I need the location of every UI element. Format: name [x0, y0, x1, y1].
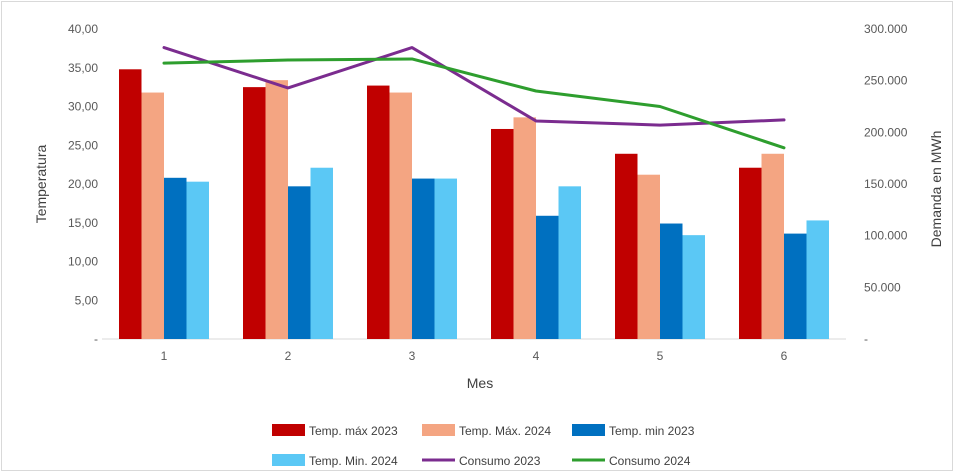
x-tick-label: 2 — [285, 349, 292, 363]
lines-layer — [162, 46, 786, 150]
bar — [310, 167, 333, 339]
y2-tick-label: 200.000 — [864, 125, 908, 139]
legend-swatch — [422, 424, 455, 436]
bar — [243, 87, 266, 339]
legend: Temp. máx 2023 Temp. Máx. 2024 Temp. min 2… — [272, 424, 695, 468]
y-tick-label: 40,00 — [68, 22, 98, 36]
x-tick-label: 6 — [781, 349, 788, 363]
y-axis-title: Temperatura — [33, 144, 49, 223]
y-tick-label: 5,00 — [75, 293, 99, 307]
y2-tick-label: 250.000 — [864, 74, 908, 88]
y-tick-label: - — [94, 332, 98, 346]
y-tick-label: 20,00 — [68, 177, 98, 191]
series-line — [162, 57, 786, 150]
bar — [615, 153, 638, 339]
legend-label: Temp. Min. 2024 — [309, 454, 398, 468]
legend-label: Consumo 2024 — [609, 454, 691, 468]
axes-layer: - 5,00 10,00 15,00 20,00 25,00 30,00 35,00 40,00… — [33, 22, 944, 391]
legend-label: Consumo 2023 — [459, 454, 541, 468]
legend-swatch — [272, 454, 305, 466]
y-tick-label: 35,00 — [68, 61, 98, 75]
bar — [186, 181, 209, 339]
bar — [682, 235, 705, 339]
bar — [141, 92, 164, 339]
bar — [491, 128, 514, 339]
bar — [288, 186, 311, 339]
y2-axis-title: Demanda en MWh — [928, 131, 944, 248]
bar — [434, 178, 457, 339]
series-line — [162, 46, 786, 127]
y2-tick-label: 50.000 — [864, 280, 901, 294]
x-tick-label: 4 — [533, 349, 540, 363]
y2-tick-label: 300.000 — [864, 22, 908, 36]
y2-tick-label: - — [864, 332, 868, 346]
x-tick-label: 1 — [161, 349, 168, 363]
bar — [389, 92, 412, 339]
bar — [367, 85, 390, 339]
y-tick-label: 25,00 — [68, 138, 98, 152]
x-tick-label: 3 — [409, 349, 416, 363]
legend-swatch — [572, 424, 605, 436]
bar — [164, 177, 187, 339]
bar — [265, 80, 288, 340]
y-tick-label: 15,00 — [68, 216, 98, 230]
bar — [412, 178, 435, 339]
bar — [536, 215, 559, 339]
bar — [558, 186, 581, 339]
y-tick-label: 10,00 — [68, 255, 98, 269]
y2-tick-label: 150.000 — [864, 177, 908, 191]
x-tick-label: 5 — [657, 349, 664, 363]
bar — [784, 233, 807, 339]
legend-swatch — [272, 424, 305, 436]
bar — [513, 117, 536, 339]
bar — [761, 153, 784, 339]
bars-layer — [119, 69, 829, 340]
legend-label: Temp. Máx. 2024 — [459, 424, 551, 438]
bar — [119, 69, 142, 340]
bar — [739, 167, 762, 339]
bar — [637, 174, 660, 339]
bar — [806, 220, 829, 339]
legend-label: Temp. min 2023 — [609, 424, 695, 438]
y2-tick-label: 100.000 — [864, 229, 908, 243]
legend-label: Temp. máx 2023 — [309, 424, 398, 438]
y-tick-label: 30,00 — [68, 100, 98, 114]
bar — [660, 223, 683, 339]
x-axis-title: Mes — [467, 375, 493, 391]
